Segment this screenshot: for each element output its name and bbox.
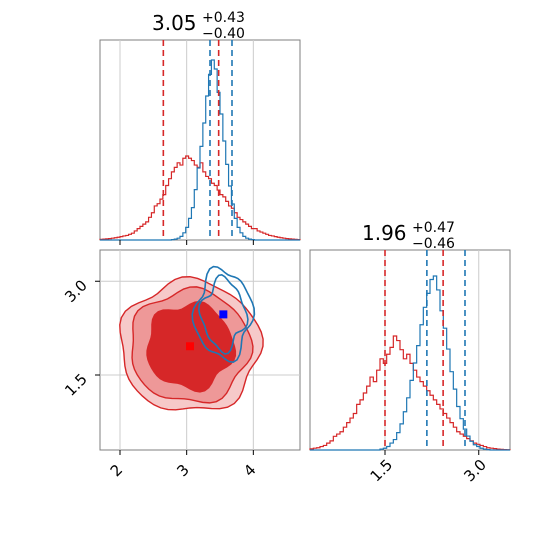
marker-red-point — [186, 342, 194, 351]
hist2-layer — [309, 250, 511, 451]
panel-bottom-left-frame — [99, 249, 301, 451]
title-param2-plus: +0.47 — [412, 220, 455, 236]
title-param1-value: 3.05 — [152, 11, 197, 35]
contour-x-tick-label: 3 — [173, 461, 192, 480]
title-param2-value: 1.96 — [362, 221, 407, 245]
marker-blue-point — [219, 310, 228, 319]
hist1-layer — [99, 40, 301, 241]
contour-x-tick-label: 4 — [240, 461, 259, 480]
contour-x-tick-label: 2 — [107, 461, 126, 480]
contour-y-tick-label: 1.5 — [61, 370, 91, 400]
title-param2-minus: −0.46 — [412, 236, 455, 252]
hist2-red-series — [309, 335, 511, 451]
title-param1-minus: −0.40 — [202, 26, 245, 42]
panel-bottom-right-frame — [309, 249, 511, 451]
hist2-blue-series — [310, 275, 510, 451]
hist2-x-tick-label: 1.5 — [367, 456, 397, 486]
contour-y-tick-label: 3.0 — [61, 276, 91, 306]
panel-top-left-frame — [99, 39, 301, 241]
title-param2: 1.96 +0.47 −0.46 — [362, 220, 455, 252]
contour-blue-inner — [197, 274, 249, 355]
title-param1: 3.05 +0.43 −0.40 — [152, 10, 245, 42]
contour-blue-outer — [191, 265, 256, 364]
hist2-x-tick-label: 3.0 — [460, 456, 490, 486]
hist1-blue-series — [100, 59, 300, 241]
contour-layer — [100, 250, 300, 450]
title-param1-plus: +0.43 — [202, 10, 245, 26]
